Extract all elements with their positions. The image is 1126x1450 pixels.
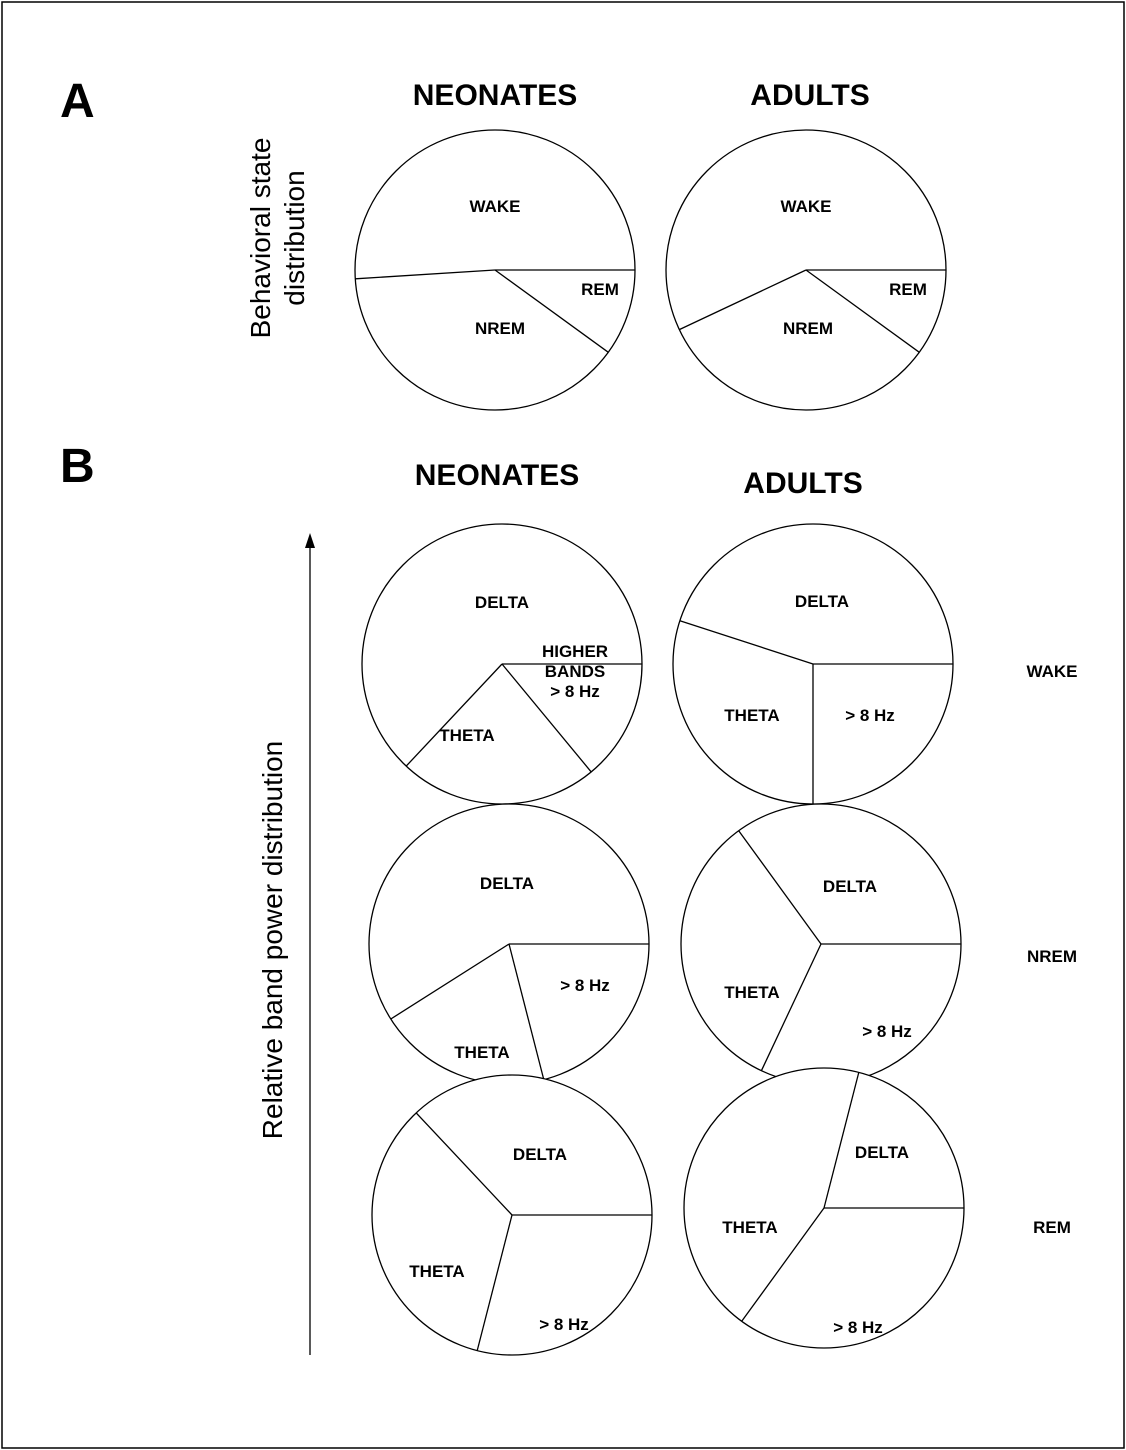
pie-slice-boundary [741, 1207, 825, 1322]
slice-label: DELTA [795, 592, 849, 611]
pie-b-wake-adults: DELTA THETA > 8 Hz [672, 523, 954, 805]
pie-slice-boundary [760, 943, 822, 1071]
pie-slice-boundary [494, 269, 609, 353]
panel-b-arrow-head [305, 533, 315, 548]
slice-label: > 8 Hz [833, 1318, 883, 1337]
row-label-nrem: NREM [1027, 947, 1077, 966]
pie-b-nrem-neonates: DELTA THETA > 8 Hz [368, 803, 650, 1085]
slice-label: THETA [722, 1218, 777, 1237]
pie-slice-boundary [508, 943, 545, 1080]
pie-slice-boundary [415, 1112, 513, 1216]
pie-charts: WAKE NREM REM WAKE NREM REM DELTA THETA HIGHER BA… [354, 129, 965, 1356]
slice-label: WAKE [470, 197, 521, 216]
slice-label: > 8 Hz [560, 976, 610, 995]
slice-label: > 8 Hz [862, 1022, 912, 1041]
slice-label: THETA [439, 726, 494, 745]
slice-label: DELTA [855, 1143, 909, 1162]
slice-label: DELTA [475, 593, 529, 612]
slice-label: THETA [454, 1043, 509, 1062]
pie-b-wake-neonates: DELTA THETA HIGHER BANDS > 8 Hz [361, 523, 643, 805]
pie-slice-boundary [390, 943, 510, 1020]
slice-label: DELTA [823, 877, 877, 896]
slice-label: DELTA [480, 874, 534, 893]
pie-slice-boundary [405, 663, 503, 767]
slice-label: REM [889, 280, 927, 299]
panel-a-ylabel-line1: Behavioral state [245, 138, 276, 339]
panel-b-arrow [305, 533, 315, 1355]
pie-slice-boundary [805, 269, 920, 353]
panel-b-ylabel: Relative band power distribution [257, 741, 288, 1139]
panel-b-adults-title: ADULTS [743, 467, 862, 500]
pie-slice-boundary [679, 620, 814, 665]
slice-label: DELTA [513, 1145, 567, 1164]
row-label-rem: REM [1033, 1218, 1071, 1237]
slice-label: REM [581, 280, 619, 299]
slice-label: > 8 Hz [845, 706, 895, 725]
panel-a-ylabel-line2: distribution [279, 170, 310, 305]
slice-label: > 8 Hz [539, 1315, 589, 1334]
panel-b-letter: B [60, 440, 95, 493]
panel-b-neonates-title: NEONATES [415, 459, 579, 492]
pie-a-neonates: WAKE NREM REM [354, 129, 636, 411]
pie-slice-boundary [679, 269, 807, 331]
pie-slice-boundary [355, 269, 496, 280]
pie-a-adults: WAKE NREM REM [665, 129, 947, 411]
panel-a-adults-title: ADULTS [750, 79, 869, 112]
pie-slice-boundary [738, 830, 822, 945]
pie-b-nrem-adults: DELTA THETA > 8 Hz [680, 803, 962, 1085]
row-label-wake: WAKE [1027, 662, 1078, 681]
panel-a-ylabel: Behavioral state distribution [245, 138, 310, 339]
pie-slice-boundary [501, 663, 592, 773]
panel-a-neonates-title: NEONATES [413, 79, 577, 112]
slice-label: THETA [724, 706, 779, 725]
slice-label: THETA [724, 983, 779, 1002]
panel-a-letter: A [60, 75, 95, 128]
slice-label: THETA [409, 1262, 464, 1281]
pie-slice-boundary [823, 1072, 860, 1209]
slice-label: WAKE [781, 197, 832, 216]
pie-slice-boundary [476, 1214, 513, 1351]
slice-label: NREM [783, 319, 833, 338]
slice-label: HIGHER BANDS > 8 Hz [542, 642, 608, 701]
slice-label: NREM [475, 319, 525, 338]
pie-b-rem-neonates: DELTA THETA > 8 Hz [371, 1074, 653, 1356]
pie-b-rem-adults: DELTA THETA > 8 Hz [683, 1067, 965, 1349]
